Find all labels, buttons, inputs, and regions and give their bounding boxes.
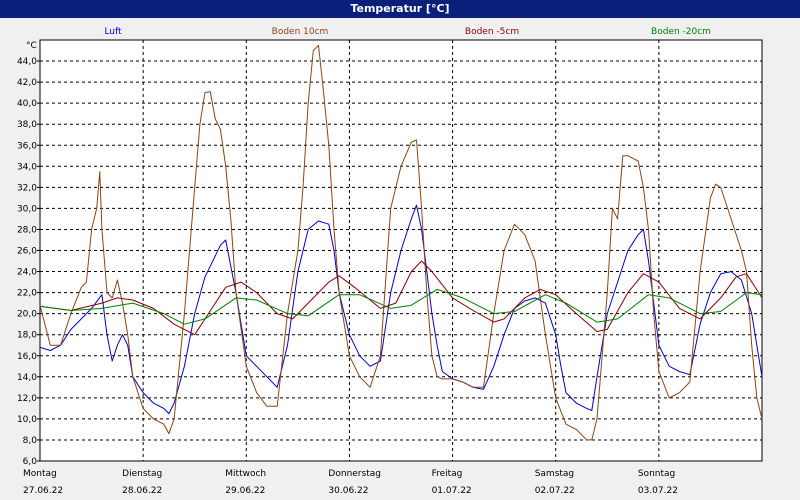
y-tick-label: 8,0 [23,436,38,446]
y-tick-label: 34,0 [17,162,37,172]
y-tick-label: 14,0 [17,373,37,383]
legend-entry: Boden 10cm [272,27,329,37]
y-tick-label: 42,0 [17,78,37,88]
series-line-1 [39,204,763,415]
series-line-4 [39,288,763,325]
x-tick-date: 28.06.22 [122,486,162,496]
grid [40,40,762,462]
x-tick-weekday: Freitag [432,469,463,479]
x-tick-weekday: Samstag [535,469,574,479]
y-tick-label: 6,0 [23,457,38,467]
y-tick-label: 44,0 [17,57,37,67]
x-axis: Montag 27.06.22 Dienstag 28.06.22 Mittwoch 29… [23,469,678,496]
y-tick-label: 32,0 [17,183,37,193]
y-tick-label: 22,0 [17,289,37,299]
x-tick-date: 03.07.22 [638,486,678,496]
x-tick-date: 27.06.22 [23,486,63,496]
x-tick-weekday: Donnerstag [328,469,381,479]
y-tick-label: 12,0 [17,394,37,404]
series-line-2 [39,44,763,441]
y-tick-label: 24,0 [17,268,37,278]
y-tick-label: 30,0 [17,204,37,214]
y-tick-label: 28,0 [17,225,37,235]
y-axis-label: °C [26,41,37,51]
x-tick-date: 02.07.22 [535,486,575,496]
x-tick-date: 29.06.22 [225,486,265,496]
series-layer [39,44,763,441]
legend-entry: Boden -20cm [651,27,711,37]
legend-entry: Boden -5cm [465,27,519,37]
y-tick-label: 38,0 [17,120,37,130]
y-tick-label: 36,0 [17,141,37,151]
window-title: Temperatur [°C] [0,0,800,18]
legend: Luft Boden 10cm Boden -5cm Boden -20cm [104,27,711,37]
series-line-3 [39,260,763,336]
y-tick-label: 40,0 [17,99,37,109]
y-tick-label: 26,0 [17,247,37,257]
x-tick-date: 01.07.22 [432,486,472,496]
x-tick-weekday: Mittwoch [225,469,266,479]
x-tick-weekday: Dienstag [122,469,162,479]
y-axis: 6,0 8,0 10,0 12,0 14,0 16,0 18,0 20,0 22,0 24,0 26… [17,57,40,467]
y-tick-label: 16,0 [17,352,37,362]
y-tick-label: 18,0 [17,331,37,341]
y-tick-label: 10,0 [17,415,37,425]
legend-entry: Luft [104,27,122,37]
y-tick-label: 20,0 [17,310,37,320]
x-tick-weekday: Montag [23,469,57,479]
x-tick-date: 30.06.22 [328,486,368,496]
x-tick-weekday: Sonntag [638,469,675,479]
